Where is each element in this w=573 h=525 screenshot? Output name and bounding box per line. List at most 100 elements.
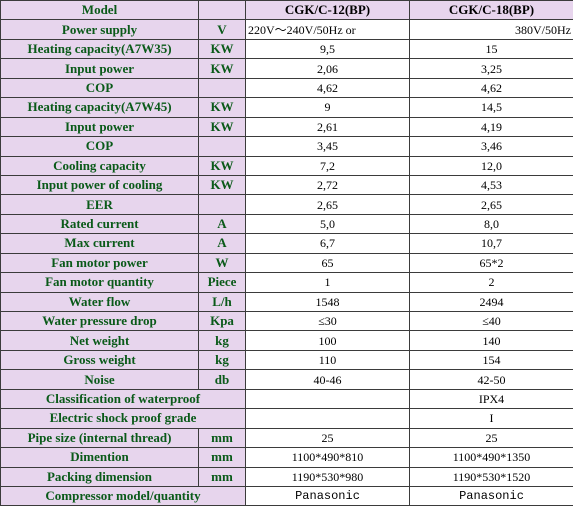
header-col2: CGK/C-18(BP) <box>409 0 573 21</box>
row-unit <box>198 194 246 215</box>
row-value-col2: 2 <box>409 272 573 293</box>
row-label: Gross weight <box>0 349 199 371</box>
row-label: Heating capacity(A7W45) <box>0 97 199 118</box>
table-row: COP 3,45 3,46 <box>0 136 573 157</box>
row-value-col1: ≤30 <box>245 310 410 332</box>
row-label: Packing dimension <box>0 466 199 487</box>
row-label: Compressor model/quantity <box>0 485 246 507</box>
row-unit: KW <box>198 116 246 138</box>
table-row: Fan motor power W 65 65*2 <box>0 252 573 274</box>
row-value-col2: 65*2 <box>409 252 573 274</box>
row-unit: KW <box>198 155 246 176</box>
spec-table: Model CGK/C-12(BP) CGK/C-18(BP) Power su… <box>0 0 573 507</box>
row-unit: kg <box>198 330 246 351</box>
row-value-col1: 1 <box>245 272 410 293</box>
shockproof-row: Electric shock proof grade I <box>0 408 573 429</box>
table-row: Heating capacity(A7W35) KW 9,5 15 <box>0 38 573 60</box>
row-value-col2: Panasonic <box>409 485 573 507</box>
row-value-col1: 7,2 <box>245 155 410 176</box>
table-row: EER 2,65 2,65 <box>0 194 573 215</box>
header-model: Model <box>0 0 199 21</box>
row-unit: kg <box>198 349 246 371</box>
power-supply-row: Power supply V 220V～240V/50Hz or 380V/50… <box>0 19 573 40</box>
header-col1: CGK/C-12(BP) <box>245 0 410 21</box>
table-row: Packing dimension mm 1190*530*980 1190*530*… <box>0 466 573 487</box>
row-label: Rated current <box>0 213 199 235</box>
row-value-col1: 2,65 <box>245 194 410 215</box>
row-value-col2: 1190*530*1520 <box>409 466 573 487</box>
row-value-col1: Panasonic <box>245 485 410 507</box>
row-unit: W <box>198 252 246 274</box>
row-value-col2: 1100*490*1350 <box>409 447 573 468</box>
table-row: Gross weight kg 110 154 <box>0 349 573 371</box>
row-value-col2: 3,46 <box>409 136 573 157</box>
table-row: Input power KW 2,06 3,25 <box>0 58 573 79</box>
table-row: Rated current A 5,0 8,0 <box>0 213 573 235</box>
row-value-col2: IPX4 <box>409 388 573 410</box>
row-value-col2: 4,62 <box>409 77 573 99</box>
table-row: Noise db 40-46 42-50 <box>0 369 573 390</box>
row-unit: L/h <box>198 291 246 313</box>
row-value-col1 <box>245 408 410 429</box>
row-label: Power supply <box>0 19 199 40</box>
row-value-col1: 5,0 <box>245 213 410 235</box>
row-unit <box>198 136 246 157</box>
row-value-col1: 1190*530*980 <box>245 466 410 487</box>
row-value-col2: ≤40 <box>409 310 573 332</box>
table-row: Net weight kg 100 140 <box>0 330 573 351</box>
table-row: Dimention mm 1100*490*810 1100*490*1350 <box>0 447 573 468</box>
row-value-col1: 6,7 <box>245 233 410 254</box>
table-row: Pipe size (internal thread) mm 25 25 <box>0 427 573 449</box>
row-unit: KW <box>198 38 246 60</box>
row-label: Input power <box>0 116 199 138</box>
spec-body: Power supply V 220V～240V/50Hz or 380V/50… <box>0 19 573 507</box>
row-unit: db <box>198 369 246 390</box>
row-label: Water flow <box>0 291 199 313</box>
row-value-col2: 25 <box>409 427 573 449</box>
row-label: Max current <box>0 233 199 254</box>
row-value-col1: 100 <box>245 330 410 351</box>
row-label: Pipe size (internal thread) <box>0 427 199 449</box>
row-label: Classification of waterproof <box>0 388 246 410</box>
table-row: Fan motor quantity Piece 1 2 <box>0 272 573 293</box>
row-unit: Kpa <box>198 310 246 332</box>
table-row: Input power of cooling KW 2,72 4,53 <box>0 174 573 196</box>
row-value-col1: 2,72 <box>245 174 410 196</box>
row-value-col2: I <box>409 408 573 429</box>
row-unit: A <box>198 233 246 254</box>
row-value-col1: 4,62 <box>245 77 410 99</box>
row-value-col1 <box>245 388 410 410</box>
row-value-col2: 154 <box>409 349 573 371</box>
waterproof-row: Classification of waterproof IPX4 <box>0 388 573 410</box>
row-unit <box>198 77 246 99</box>
row-value-col1: 1548 <box>245 291 410 313</box>
row-value-col1: 2,61 <box>245 116 410 138</box>
row-label: Water pressure drop <box>0 310 199 332</box>
row-value-col1: 40-46 <box>245 369 410 390</box>
row-label: Input power <box>0 58 199 79</box>
row-value-col2: 4,19 <box>409 116 573 138</box>
table-row: Water pressure drop Kpa ≤30 ≤40 <box>0 310 573 332</box>
table-row: Input power KW 2,61 4,19 <box>0 116 573 138</box>
row-label: Electric shock proof grade <box>0 408 246 429</box>
row-label: Heating capacity(A7W35) <box>0 38 199 60</box>
row-unit: mm <box>198 466 246 487</box>
row-value-col1: 220V～240V/50Hz or <box>245 19 410 40</box>
row-value-col1: 25 <box>245 427 410 449</box>
header-row: Model CGK/C-12(BP) CGK/C-18(BP) <box>0 0 573 21</box>
row-unit: KW <box>198 58 246 79</box>
row-unit: KW <box>198 97 246 118</box>
row-value-col2: 15 <box>409 38 573 60</box>
row-value-col2: 3,25 <box>409 58 573 79</box>
row-value-col2: 380V/50Hz <box>409 19 573 40</box>
row-unit: V <box>198 19 246 40</box>
row-value-col2: 2,65 <box>409 194 573 215</box>
row-label: Fan motor power <box>0 252 199 274</box>
row-unit: mm <box>198 427 246 449</box>
table-row: COP 4,62 4,62 <box>0 77 573 99</box>
row-label: Input power of cooling <box>0 174 199 196</box>
row-value-col2: 14,5 <box>409 97 573 118</box>
row-value-col2: 10,7 <box>409 233 573 254</box>
row-value-col2: 8,0 <box>409 213 573 235</box>
row-value-col2: 42-50 <box>409 369 573 390</box>
